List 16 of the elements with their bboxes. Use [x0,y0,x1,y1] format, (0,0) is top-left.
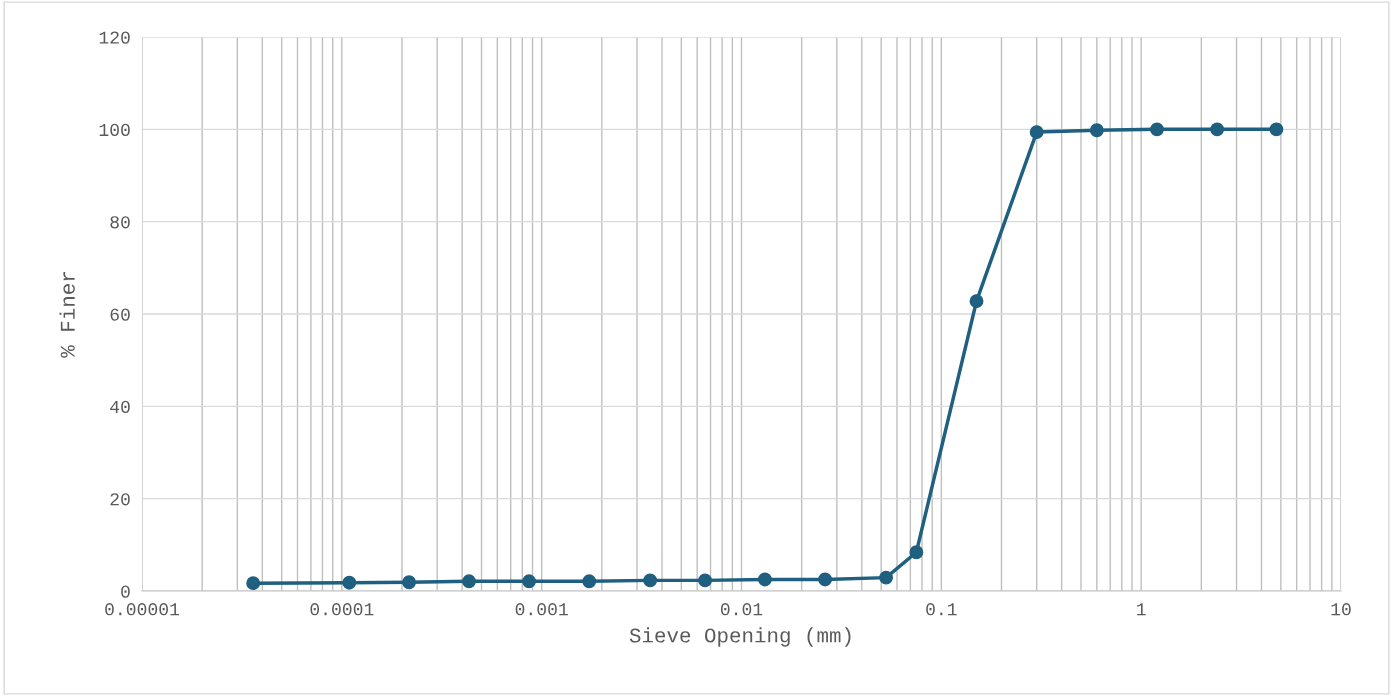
x-tick-label: 0.001 [515,603,568,616]
x-tick-label: 10 [1331,603,1351,616]
y-tick-label: 80 [110,216,130,229]
y-tick-label: 0 [121,585,130,598]
x-tick-label: 0.1 [926,603,957,616]
x-tick-label: 0.0001 [310,603,374,616]
y-tick-label: 40 [110,400,130,414]
y-axis-title: % Finer [59,272,75,358]
y-tick-label: 120 [99,31,130,44]
y-tick-label: 20 [110,493,130,506]
x-tick-label: 0.01 [720,603,763,616]
x-axis-title: Sieve Opening (mm) [629,627,851,647]
y-tick-label: 100 [99,123,130,137]
x-tick-label: 0.00001 [105,603,180,616]
x-tick-label: 1 [1137,603,1146,616]
y-tick-label: 60 [110,308,130,321]
